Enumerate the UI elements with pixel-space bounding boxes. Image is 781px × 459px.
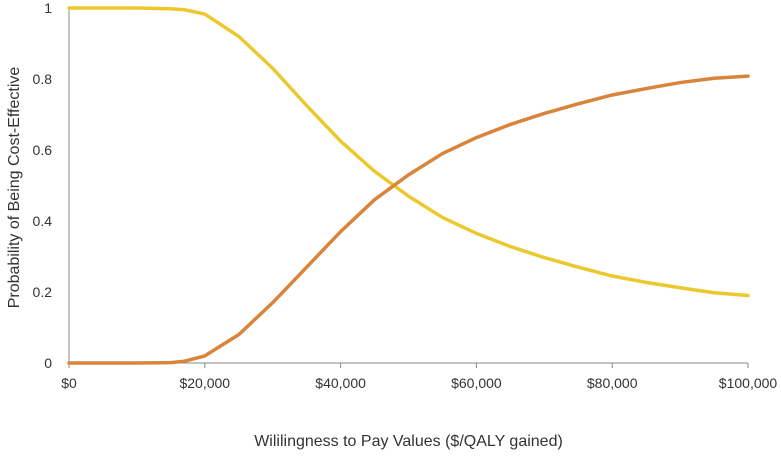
x-tick-label: $60,000 [451,375,502,391]
x-tick-label: $100,000 [719,375,778,391]
y-tick-label: 1 [44,0,52,16]
y-tick-label: 0.6 [33,142,53,158]
x-tick-label: $0 [61,375,77,391]
y-tick-label: 0.8 [33,71,53,87]
x-tick-label: $20,000 [179,375,230,391]
x-tick-labels: $0 $20,000 $40,000 $60,000 $80,000 $100,000 [61,375,777,391]
y-tick-label: 0 [44,355,52,371]
series-lines [67,6,750,365]
series-line-1 [67,6,750,298]
x-axis-title: Wililingness to Pay Values ($/QALY gaine… [254,433,563,450]
axes [68,8,748,364]
y-tick-label: 0.2 [33,284,53,300]
y-axis-title: Probability of Being Cost-Effective [6,67,23,309]
y-tick-labels: 0 0.2 0.4 0.6 0.8 1 [33,0,53,371]
y-tick-label: 0.4 [33,213,53,229]
x-tick-label: $40,000 [315,375,366,391]
x-tick-label: $80,000 [587,375,638,391]
series-line-2 [67,74,750,365]
